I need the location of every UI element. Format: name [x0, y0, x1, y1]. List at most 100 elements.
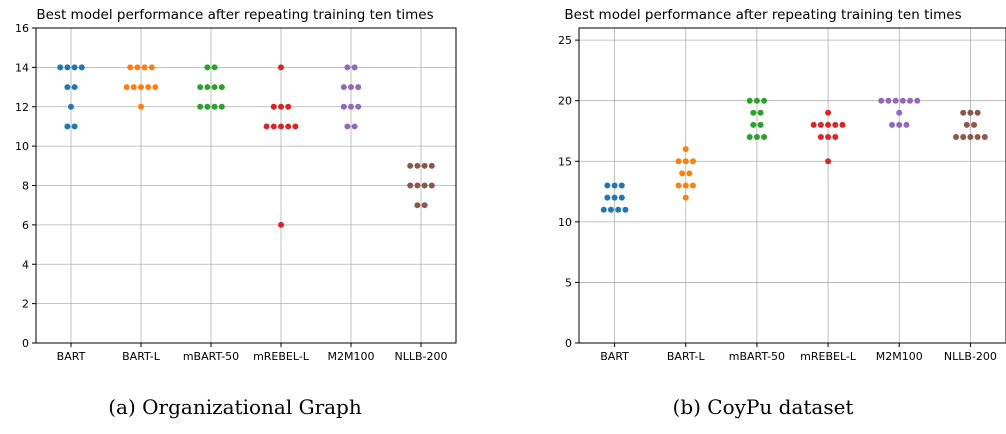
y-tick-label: 16 — [15, 22, 29, 35]
data-point-mbart-50 — [197, 84, 204, 91]
data-point-m2m100 — [340, 84, 347, 91]
data-point-mbart-50 — [757, 121, 764, 128]
data-point-mbart-50 — [753, 134, 760, 141]
data-point-m2m100 — [896, 109, 903, 116]
data-point-mbart-50 — [211, 64, 218, 71]
x-tick-label: NLLB-200 — [395, 350, 448, 363]
data-point-mbart-50 — [204, 84, 211, 91]
data-point-m2m100 — [340, 103, 347, 110]
data-point-mrebel-l — [278, 221, 284, 228]
y-tick-label: 0 — [565, 337, 572, 350]
data-point-nllb-200 — [974, 134, 981, 141]
y-tick-label: 5 — [565, 276, 572, 289]
data-point-nllb-200 — [414, 182, 421, 189]
data-point-mbart-50 — [746, 97, 753, 104]
data-point-mbart-50 — [197, 103, 204, 110]
panel-organizational-graph: Best model performance after repeating t… — [0, 0, 470, 434]
data-point-mbart-50 — [746, 134, 753, 141]
data-point-bart — [57, 64, 64, 71]
data-point-nllb-200 — [407, 182, 414, 189]
data-point-m2m100 — [892, 97, 899, 104]
data-point-bart-l — [682, 182, 689, 189]
data-point-bart — [71, 84, 78, 91]
x-tick-label: mBART-50 — [183, 350, 239, 363]
data-point-mrebel-l — [817, 121, 824, 128]
data-point-mbart-50 — [753, 97, 760, 104]
data-point-bart-l — [141, 64, 148, 71]
y-tick-label: 4 — [22, 258, 29, 271]
data-point-mrebel-l — [832, 134, 839, 141]
data-point-bart — [611, 182, 618, 189]
data-point-mrebel-l — [825, 109, 832, 116]
data-point-nllb-200 — [414, 162, 421, 169]
data-point-bart-l — [145, 84, 152, 91]
y-tick-label: 8 — [22, 180, 29, 193]
data-point-bart — [71, 123, 78, 130]
data-point-mrebel-l — [278, 103, 284, 110]
data-point-mrebel-l — [270, 103, 277, 110]
data-point-bart — [618, 194, 625, 201]
data-point-mrebel-l — [832, 121, 839, 128]
data-point-m2m100 — [885, 97, 892, 104]
data-point-nllb-200 — [974, 109, 981, 116]
data-point-bart — [64, 123, 71, 130]
x-tick-label: mBART-50 — [729, 350, 785, 363]
x-tick-label: BART-L — [122, 350, 161, 363]
data-point-m2m100 — [899, 97, 906, 104]
chart-organizational-graph: 0 2 4 6 8 10 12 14 16 BART BART-L mBART-50 mREBEL-L M… — [15, 22, 457, 363]
chart-title: Best model performance after repeating t… — [564, 7, 962, 23]
data-point-bart-l — [138, 103, 144, 110]
y-tick-label: 10 — [15, 140, 29, 153]
data-point-bart — [71, 64, 78, 71]
data-point-mrebel-l — [278, 123, 284, 130]
data-point-nllb-200 — [960, 134, 967, 141]
data-point-bart-l — [679, 170, 686, 177]
data-point-nllb-200 — [421, 182, 428, 189]
data-point-m2m100 — [896, 121, 903, 128]
data-point-mrebel-l — [292, 123, 299, 130]
panel-coypu-dataset: Best model performance after repeating t… — [520, 0, 1006, 434]
data-point-bart — [600, 206, 607, 213]
data-point-bart-l — [148, 64, 155, 71]
data-point-bart — [78, 64, 85, 71]
data-point-nllb-200 — [963, 121, 970, 128]
data-point-mrebel-l — [278, 64, 284, 71]
data-point-mbart-50 — [204, 103, 211, 110]
data-point-m2m100 — [355, 84, 362, 91]
data-point-bart-l — [682, 146, 689, 153]
data-point-nllb-200 — [960, 109, 967, 116]
data-point-mrebel-l — [270, 123, 277, 130]
data-point-bart — [622, 206, 629, 213]
data-point-nllb-200 — [967, 134, 974, 141]
data-point-m2m100 — [914, 97, 921, 104]
y-tick-label: 20 — [558, 95, 572, 108]
data-point-bart — [64, 84, 71, 91]
x-tick-label: mREBEL-L — [253, 350, 310, 363]
x-tick-label: BART — [600, 350, 629, 363]
data-point-bart — [611, 194, 618, 201]
data-point-m2m100 — [348, 84, 354, 91]
y-tick-label: 15 — [558, 155, 572, 168]
x-tick-label: M2M100 — [876, 350, 923, 363]
data-point-mbart-50 — [218, 103, 225, 110]
data-point-mrebel-l — [263, 123, 270, 130]
data-point-m2m100 — [344, 123, 351, 130]
data-point-bart-l — [127, 64, 134, 71]
data-point-nllb-200 — [428, 162, 435, 169]
data-point-mrebel-l — [839, 121, 846, 128]
data-point-m2m100 — [344, 64, 351, 71]
data-point-nllb-200 — [981, 134, 988, 141]
data-point-bart — [64, 64, 71, 71]
data-point-bart-l — [152, 84, 159, 91]
data-point-mbart-50 — [757, 109, 764, 116]
chart-coypu-dataset: 0 5 10 15 20 25 BART BART-L mBART-50 mREBEL-L M2M1… — [558, 27, 1006, 363]
data-point-mbart-50 — [761, 97, 768, 104]
data-point-nllb-200 — [953, 134, 960, 141]
data-point-mbart-50 — [211, 103, 218, 110]
chart-title: Best model performance after repeating t… — [36, 7, 434, 23]
figure-caption: (a) Organizational Graph — [108, 395, 362, 419]
y-tick-label: 0 — [22, 337, 29, 350]
data-point-bart — [604, 194, 611, 201]
data-point-nllb-200 — [421, 162, 428, 169]
x-tick-label: NLLB-200 — [944, 350, 997, 363]
